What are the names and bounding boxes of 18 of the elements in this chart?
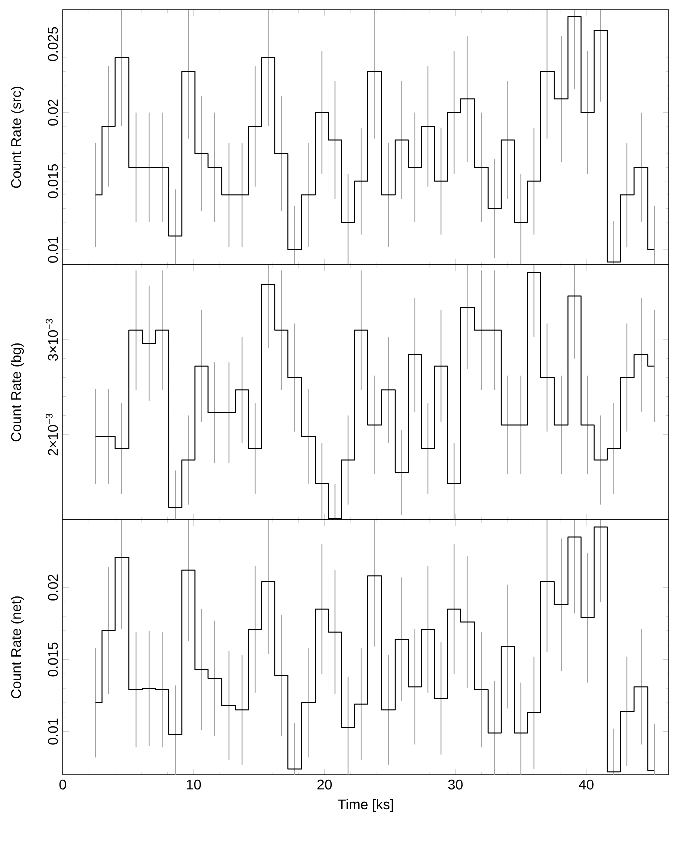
y-axis-title: Count Rate (net)	[11, 596, 24, 699]
x-tick-label: 10	[187, 780, 202, 790]
y-tick-label: 0.015	[48, 164, 58, 198]
y-tick-label: 0.02	[48, 100, 58, 126]
y-axis-title: Count Rate (src)	[11, 87, 24, 188]
x-axis-title: Time [ks]	[338, 799, 394, 812]
x-tick-label: 0	[60, 780, 66, 790]
y-tick-label: 2×10$^{−3}$	[46, 414, 58, 456]
y-tick-label: 0.01	[48, 236, 58, 263]
y-tick-label: 0.01	[48, 718, 58, 745]
y-tick-label: 0.02	[48, 574, 58, 601]
y-tick-label: 3×10$^{−3}$	[46, 319, 58, 361]
x-tick-label: 20	[318, 780, 332, 790]
y-tick-label: 0.025	[48, 27, 58, 62]
x-tick-label: 30	[448, 780, 463, 790]
y-tick-label: 0.015	[48, 642, 58, 677]
y-axis-title: Count Rate (bg)	[11, 344, 24, 442]
x-tick-label: 40	[579, 780, 594, 790]
